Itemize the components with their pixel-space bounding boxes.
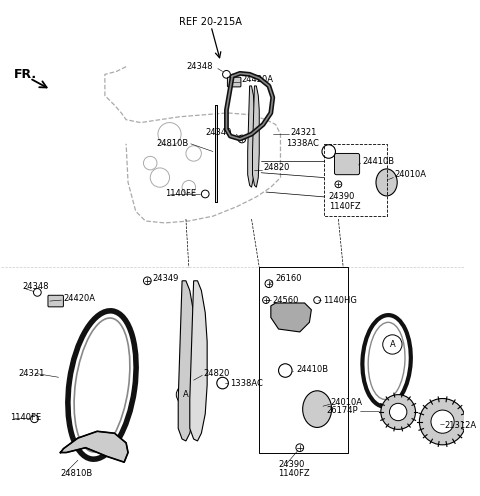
Text: 1140HG: 1140HG (323, 296, 357, 305)
Circle shape (389, 403, 407, 421)
Polygon shape (60, 432, 128, 462)
Text: 24010A: 24010A (394, 170, 426, 179)
Text: 1338AC: 1338AC (230, 378, 263, 387)
Circle shape (381, 395, 416, 430)
FancyBboxPatch shape (48, 295, 63, 307)
Text: 24348: 24348 (22, 282, 48, 291)
Text: 24390: 24390 (329, 192, 355, 201)
Polygon shape (190, 281, 207, 441)
Text: 24010A: 24010A (331, 398, 363, 407)
Polygon shape (252, 86, 259, 187)
Text: 24820: 24820 (204, 369, 229, 378)
Polygon shape (215, 105, 217, 202)
Circle shape (431, 410, 454, 433)
Text: 24420A: 24420A (242, 75, 274, 84)
Text: FR.: FR. (14, 68, 37, 81)
Text: 21312A: 21312A (444, 421, 477, 430)
Text: 24820: 24820 (263, 163, 289, 173)
Text: 26174P: 26174P (326, 406, 358, 415)
Ellipse shape (376, 169, 397, 196)
Text: REF 20-215A: REF 20-215A (179, 17, 242, 27)
Text: 24560: 24560 (273, 296, 299, 305)
Polygon shape (178, 281, 195, 441)
Text: 24349: 24349 (206, 128, 232, 137)
Text: 24348: 24348 (186, 62, 213, 71)
Text: 24410B: 24410B (362, 157, 395, 166)
Text: 24810B: 24810B (60, 469, 93, 478)
Text: 24321: 24321 (290, 128, 316, 137)
Circle shape (420, 398, 466, 445)
Text: 1140FE: 1140FE (11, 413, 41, 422)
Polygon shape (248, 86, 254, 187)
Text: 24810B: 24810B (156, 139, 189, 148)
Ellipse shape (303, 391, 332, 428)
Text: 24349: 24349 (152, 274, 179, 283)
Text: 24420A: 24420A (63, 294, 96, 303)
Text: 1140FZ: 1140FZ (278, 469, 310, 478)
Text: 1140FZ: 1140FZ (329, 202, 360, 211)
FancyBboxPatch shape (335, 153, 360, 175)
Text: 24390: 24390 (278, 460, 305, 469)
Text: 1140FE: 1140FE (165, 189, 196, 198)
Text: 24321: 24321 (18, 369, 45, 378)
Text: 1338AC: 1338AC (286, 139, 319, 148)
Text: 24410B: 24410B (296, 365, 328, 374)
Text: A: A (389, 340, 395, 349)
Text: A: A (183, 390, 189, 399)
Text: 26160: 26160 (276, 274, 302, 283)
Polygon shape (271, 303, 312, 332)
FancyBboxPatch shape (228, 77, 241, 87)
